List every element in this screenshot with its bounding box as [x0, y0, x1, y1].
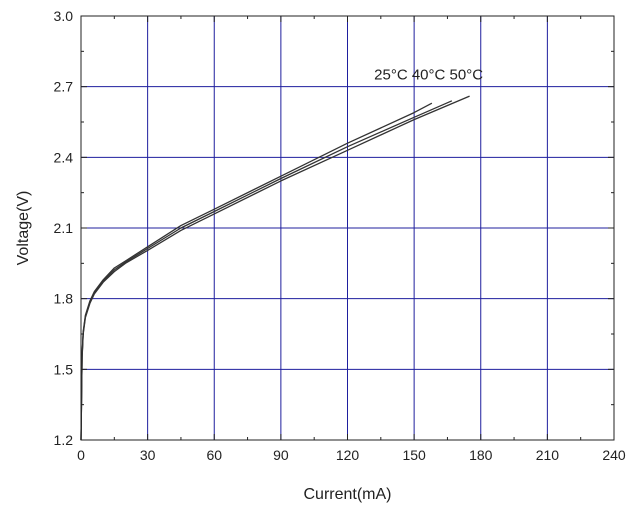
y-tick-label-2.7: 2.7 — [54, 79, 74, 95]
x-tick-label-180: 180 — [469, 447, 493, 463]
y-tick-label-1.2: 1.2 — [54, 432, 74, 448]
series-line-1 — [80, 102, 433, 441]
grid — [81, 16, 614, 440]
y-tick-label-2.1: 2.1 — [54, 220, 74, 236]
x-tick-label-120: 120 — [336, 447, 360, 463]
x-tick-label-60: 60 — [206, 447, 222, 463]
y-tick-label-3: 3.0 — [54, 8, 74, 24]
series-line-2 — [80, 100, 453, 441]
x-tick-label-210: 210 — [536, 447, 560, 463]
series-group — [80, 95, 470, 441]
y-tick-label-2.4: 2.4 — [54, 149, 74, 165]
y-tick-label-1.8: 1.8 — [54, 291, 74, 307]
x-tick-label-30: 30 — [140, 447, 156, 463]
x-tick-label-240: 240 — [602, 447, 626, 463]
y-axis-title: Voltage(V) — [15, 191, 32, 266]
x-tick-label-0: 0 — [77, 447, 85, 463]
y-tick-label-1.5: 1.5 — [54, 361, 74, 377]
x-tick-label-90: 90 — [273, 447, 289, 463]
series-line-3 — [80, 95, 470, 441]
x-axis-title: Current(mA) — [303, 486, 391, 503]
x-tick-label-150: 150 — [402, 447, 426, 463]
ticks: 0 30 60 90 120 150 180 210 240 1.2 1.5 1.8 2.1 2.4 2.7… — [54, 8, 626, 463]
temperature-annotation: 25°C 40°C 50°C — [374, 67, 483, 84]
